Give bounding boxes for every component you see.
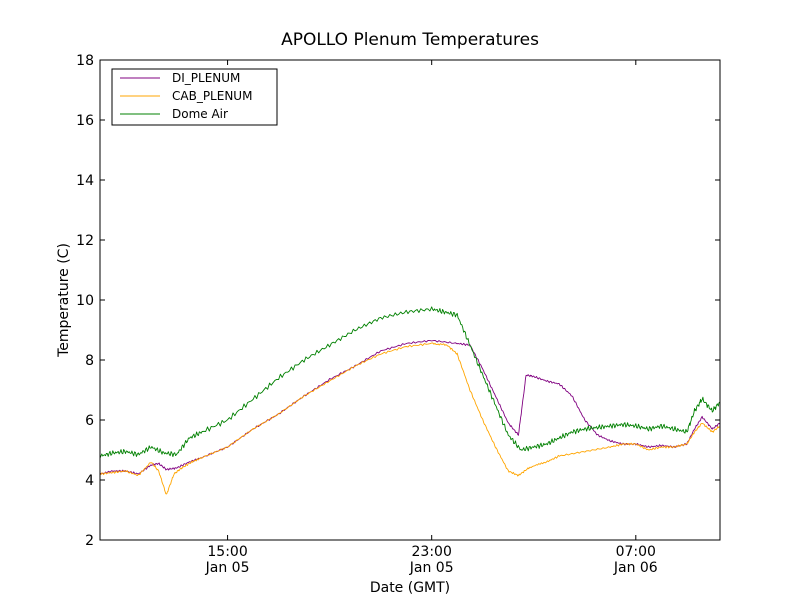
y-tick-label: 14 <box>76 173 94 189</box>
series-line-cab-plenum <box>99 342 721 495</box>
y-tick-label: 8 <box>85 353 94 369</box>
plot-background <box>100 60 720 540</box>
x-tick-label-time: 07:00 <box>616 544 656 560</box>
x-tick-label-time: 15:00 <box>207 544 247 560</box>
legend: DI_PLENUM CAB_PLENUM Dome Air <box>111 68 278 126</box>
series-layer <box>99 306 721 495</box>
legend-label: Dome Air <box>172 107 228 121</box>
x-tick-label-date: Jan 05 <box>205 560 250 576</box>
y-tick-label: 6 <box>85 413 94 429</box>
x-tick-label-date: Jan 06 <box>613 560 658 576</box>
y-tick-label: 12 <box>76 233 94 249</box>
x-axis-label: Date (GMT) <box>370 580 450 596</box>
series-line-dome-air <box>99 306 721 459</box>
legend-label: CAB_PLENUM <box>172 89 252 103</box>
x-tick-label-time: 23:00 <box>412 544 452 560</box>
x-tick-label-date: Jan 05 <box>409 560 454 576</box>
series-line-di-plenum <box>99 340 721 475</box>
y-tick-label: 16 <box>76 113 94 129</box>
y-axis-label: Temperature (C) <box>56 243 72 358</box>
legend-label: DI_PLENUM <box>172 71 240 85</box>
y-tick-label: 10 <box>76 293 94 309</box>
y-tick-label: 4 <box>85 473 94 489</box>
chart-title: APOLLO Plenum Temperatures <box>281 30 539 50</box>
y-tick-label: 2 <box>85 533 94 549</box>
y-tick-label: 18 <box>76 53 94 69</box>
